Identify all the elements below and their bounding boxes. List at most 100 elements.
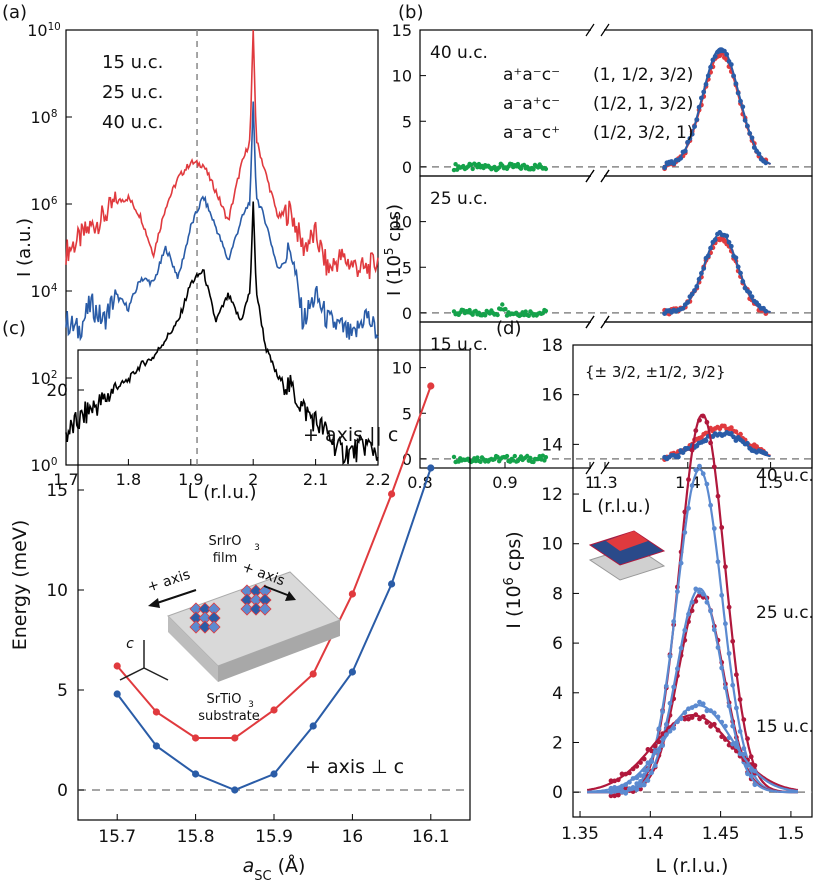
axis-break-mark	[585, 169, 595, 183]
data-point	[723, 737, 728, 742]
x-axis-label: L (r.l.u.)	[656, 855, 729, 877]
thickness-label: 25 u.c.	[756, 603, 814, 623]
data-point	[689, 291, 695, 297]
data-point	[656, 747, 662, 753]
data-point	[660, 743, 665, 748]
panel-d-label: (d)	[496, 318, 521, 339]
green-point	[525, 453, 530, 459]
green-point	[531, 167, 536, 172]
data-point	[704, 708, 710, 714]
data-point	[660, 731, 665, 737]
data-point	[680, 305, 686, 311]
data-point	[689, 483, 695, 488]
panel-a-chart: 1.7 1.8 1.9 2 2.1 2.2 100 102 104 106 108 1010 L (r.…	[14, 21, 391, 503]
data-point	[693, 712, 699, 718]
y-axis-label: Energy (meV)	[9, 520, 31, 651]
data-point	[697, 589, 702, 595]
data-point	[734, 672, 739, 678]
data-point	[686, 716, 691, 722]
data-point	[619, 783, 625, 789]
data-point	[682, 530, 688, 535]
y-tick-label: 15	[46, 481, 68, 501]
data-point	[701, 89, 707, 95]
data-point	[719, 592, 725, 598]
data-point	[719, 719, 725, 725]
data-point	[700, 413, 706, 419]
y-tick-label: 106	[31, 195, 58, 214]
data-point	[697, 417, 702, 423]
data-point	[623, 790, 629, 796]
y-tick-label: 0	[57, 781, 68, 801]
axis-break-gap	[591, 27, 604, 33]
data-point	[634, 781, 640, 786]
data-point	[678, 560, 684, 566]
y-tick-label: 15	[392, 21, 412, 40]
arrowhead-icon	[148, 598, 160, 608]
data-point	[723, 723, 728, 729]
series-marker	[231, 734, 239, 742]
data-point	[675, 589, 680, 594]
data-point	[728, 62, 734, 67]
data-point	[634, 787, 640, 792]
data-point	[703, 438, 709, 444]
x-tick-label: 1	[585, 473, 595, 492]
octahedron-icon	[240, 602, 254, 616]
data-point	[649, 770, 654, 776]
data-point	[686, 477, 691, 482]
data-point	[612, 793, 617, 799]
inset-c-label: c	[126, 636, 134, 652]
data-point	[752, 763, 758, 768]
y-tick-label: 16	[541, 386, 563, 406]
data-point	[745, 440, 750, 446]
data-point	[689, 447, 695, 453]
data-point	[734, 705, 739, 711]
arrowhead-icon	[285, 591, 296, 601]
axis-break-mark	[600, 169, 610, 183]
octahedron-icon	[207, 620, 221, 634]
data-point	[689, 715, 695, 720]
data-point	[738, 270, 743, 276]
data-point	[652, 749, 658, 755]
data-point	[638, 760, 643, 765]
series-marker	[192, 734, 200, 742]
y-tick-label: 102	[31, 369, 58, 388]
data-point	[745, 123, 750, 129]
subpanel-label: 15 u.c.	[430, 335, 488, 355]
data-point	[708, 64, 713, 70]
legend-entry: 15 u.c.	[102, 52, 163, 73]
data-point	[686, 505, 691, 511]
data-point	[712, 237, 718, 243]
inset-substrate-label: SrTiO	[207, 692, 242, 707]
series-line-2	[65, 201, 379, 465]
data-point	[682, 148, 688, 154]
series-label: + axis ⊥ c	[305, 756, 404, 778]
y-tick-label: 14	[541, 435, 563, 455]
data-point	[723, 621, 728, 627]
data-point	[745, 736, 750, 742]
series-marker	[231, 786, 239, 794]
data-point	[740, 279, 746, 284]
series-marker	[309, 722, 317, 730]
data-point	[741, 717, 747, 722]
data-point	[645, 760, 651, 766]
data-point	[737, 697, 743, 702]
fit-curve	[587, 592, 798, 794]
data-point	[671, 725, 677, 731]
thickness-label: 15 u.c.	[756, 717, 814, 737]
data-point	[708, 608, 713, 614]
data-point	[645, 778, 651, 783]
data-point	[711, 721, 717, 727]
data-point	[686, 706, 691, 712]
data-point	[749, 135, 755, 141]
data-point	[693, 586, 699, 592]
data-point	[756, 151, 762, 157]
data-point	[745, 763, 750, 768]
data-point	[715, 493, 721, 499]
y-tick-label: 6	[552, 634, 563, 654]
x-tick-label: 2.1	[303, 470, 328, 489]
y-tick-label: 0	[402, 304, 412, 323]
x-tick-label: 1.5	[777, 824, 804, 844]
y-tick-label: 4	[552, 684, 563, 704]
film-domain-icon	[606, 531, 648, 551]
